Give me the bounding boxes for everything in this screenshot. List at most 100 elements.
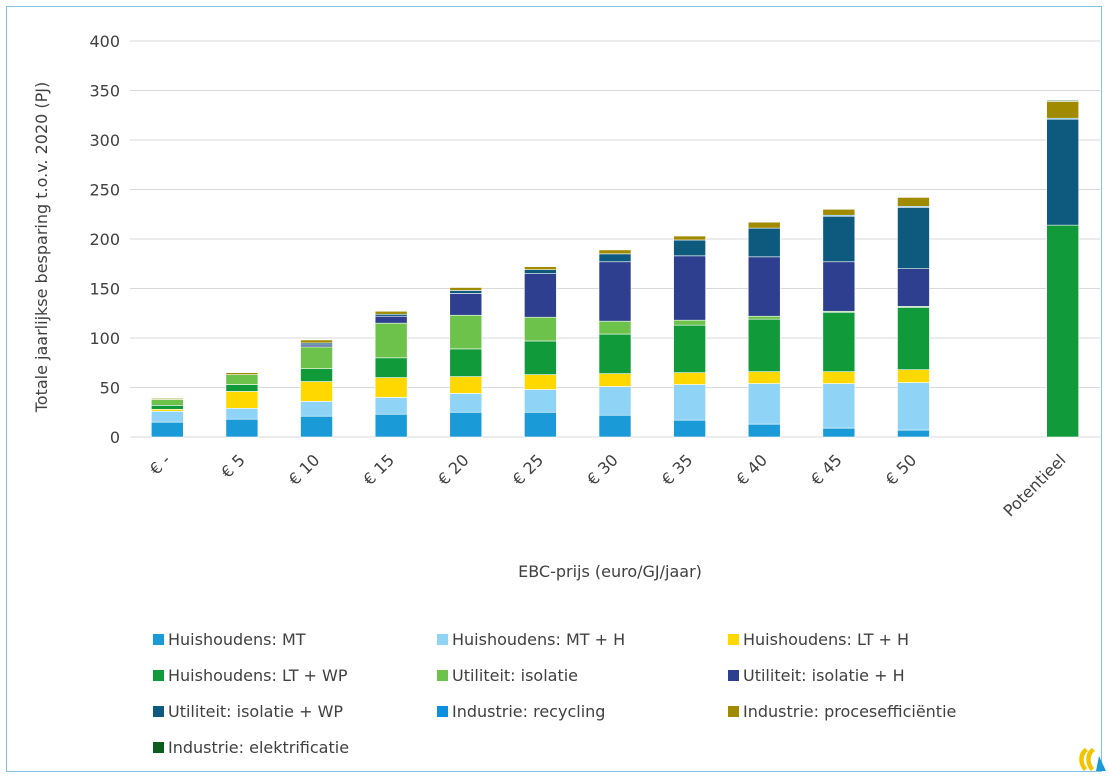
bar-segment [524, 316, 557, 342]
x-tick-label: € 35 [658, 450, 697, 489]
bar-segment [673, 384, 706, 421]
legend-swatch [153, 705, 164, 717]
x-tick-label: € 25 [509, 450, 548, 489]
legend-item: Huishoudens: MT + H [437, 627, 625, 651]
bar-segment [449, 376, 483, 394]
bar-segment [374, 315, 408, 324]
bar-segment [822, 311, 856, 372]
bar-segment [598, 373, 632, 387]
legend-label: Industrie: recycling [452, 701, 606, 721]
legend-swatch [728, 633, 739, 645]
y-tick-label: 250 [89, 181, 120, 200]
bar-segment [822, 209, 856, 216]
bar-segment [449, 314, 483, 350]
legend-label: Industrie: elektrificatie [168, 737, 350, 757]
bar-segment [598, 253, 632, 263]
legend-item: Industrie: elektrificatie [153, 735, 349, 759]
bar-segment [300, 381, 333, 402]
bar-segment [524, 266, 557, 270]
legend-item: Utiliteit: isolatie + WP [153, 699, 343, 723]
legend-swatch [437, 669, 448, 681]
bar-segment [524, 340, 557, 375]
legend-item: Utiliteit: isolatie [437, 663, 578, 687]
bar-segment [598, 320, 632, 335]
legend-label: Utiliteit: isolatie [452, 665, 579, 685]
gridlines [130, 40, 1100, 438]
legend: Huishoudens: MT Huishoudens: MT + H Huisho… [153, 627, 1033, 777]
bar-segment [822, 261, 856, 312]
bar-segment [598, 386, 632, 416]
bar-segment [598, 261, 632, 322]
bar-segment [524, 374, 557, 390]
bar-segment [374, 413, 408, 438]
bar-segment [822, 215, 856, 263]
legend-label: Huishoudens: MT + H [452, 629, 626, 649]
bar-segment [374, 397, 408, 415]
bar-segment [374, 322, 408, 359]
bar-segment [524, 269, 557, 274]
bar-segment [225, 384, 259, 392]
bar-segment [1046, 100, 1079, 102]
legend-label: Industrie: procesefficiëntie [743, 701, 957, 721]
x-tick-labels: € - € 5 € 10 € 15 € 20 € 25 € 30 € 35 € 40 € 45 € … [146, 450, 1070, 520]
bar-segment [897, 429, 930, 438]
legend-item: Huishoudens: LT + WP [153, 663, 348, 687]
x-tick-label: € - [146, 450, 174, 478]
bar-segment [897, 207, 930, 270]
y-tick-label: 100 [89, 329, 120, 348]
y-tick-labels: 0 50 100 150 200 250 300 350 400 [89, 32, 120, 447]
y-tick-label: 150 [89, 280, 120, 299]
bar-segment [673, 324, 706, 373]
bar-segment [449, 293, 483, 316]
y-axis-title: Totale jaarlijkse besparing t.o.v. 2020 … [32, 82, 51, 414]
legend-label: Huishoudens: LT + H [743, 629, 910, 649]
bar-segment [673, 419, 706, 438]
bar-segment [151, 398, 184, 400]
legend-item: Huishoudens: LT + H [728, 627, 909, 651]
x-tick-label: € 10 [285, 450, 324, 489]
bar-segment [747, 315, 781, 320]
bar-segment [300, 339, 333, 344]
bar-segment [151, 399, 184, 406]
bar-segment [374, 357, 408, 378]
bar-segment [524, 389, 557, 413]
legend-swatch [153, 633, 164, 645]
x-axis-title: EBC-prijs (euro/GJ/jaar) [518, 562, 702, 581]
bar-segment [225, 407, 259, 420]
bar-segment [822, 427, 856, 438]
legend-swatch [437, 705, 448, 717]
x-tick-label: € 50 [882, 450, 921, 489]
bar-segment [897, 307, 930, 370]
y-tick-label: 350 [89, 82, 120, 101]
bar-segment [225, 391, 259, 409]
bar-segment [151, 410, 184, 423]
legend-swatch [437, 633, 448, 645]
y-tick-label: 200 [89, 230, 120, 249]
bar-segment [225, 418, 259, 438]
bar-segment [449, 290, 483, 294]
x-tick-label: Potentieel [1000, 450, 1070, 520]
bar-segment [374, 310, 408, 315]
bar-segment [897, 268, 930, 307]
bar-segment [747, 383, 781, 425]
bar-segment [225, 372, 259, 375]
legend-item: Huishoudens: MT [153, 627, 306, 651]
bar-segment [747, 371, 781, 384]
legend-label: Huishoudens: MT [168, 629, 306, 649]
y-tick-label: 50 [100, 379, 120, 398]
legend-item: Industrie: recycling [437, 699, 605, 723]
bar-segment [449, 411, 483, 438]
bar-segment [673, 235, 706, 241]
y-tick-label: 0 [110, 428, 120, 447]
bar-segment [300, 346, 333, 369]
bars [151, 100, 1079, 438]
bar-segment [897, 197, 930, 207]
x-tick-label: € 20 [434, 450, 473, 489]
legend-swatch [728, 705, 739, 717]
x-tick-label: € 5 [217, 450, 248, 481]
legend-swatch [153, 669, 164, 681]
brand-logo-icon [1079, 748, 1106, 771]
legend-item: Industrie: procesefficiëntie [728, 699, 956, 723]
bar-segment [598, 249, 632, 255]
bar-segment [151, 421, 184, 438]
